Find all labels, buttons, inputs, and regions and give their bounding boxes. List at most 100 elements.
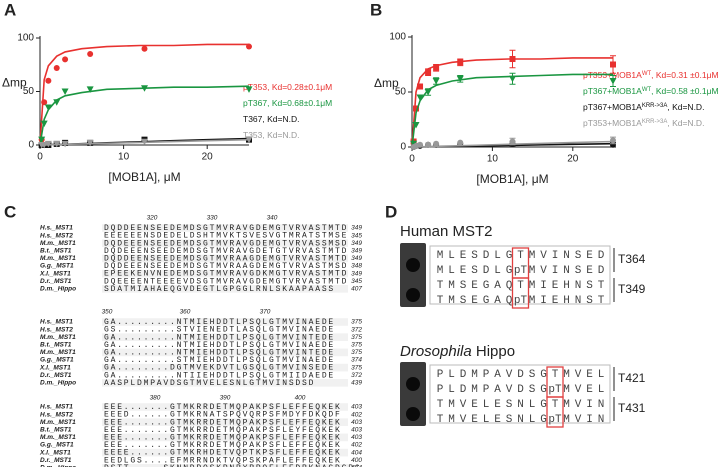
data-point: [410, 140, 418, 148]
blot-frame: [429, 364, 611, 424]
residue: G: [540, 414, 547, 426]
title-part: Drosophila: [400, 343, 472, 360]
residue: Q: [506, 280, 513, 292]
species-name: G.g._MST1: [40, 263, 74, 270]
species-name: D.r._MST1: [40, 278, 72, 285]
data-point: [141, 85, 148, 92]
legend-entry: pT353+MOB1AWT, Kd=0.31 ±0.1μM: [583, 70, 719, 80]
legend-text: pT367+MOB1A: [583, 102, 642, 112]
end-number: 345: [351, 232, 362, 239]
sequence: GA........DGTMVEKDVTLGSQLGTMVINSEDE: [104, 364, 335, 373]
blot: [400, 243, 426, 307]
x-tick-label: 20: [202, 152, 214, 163]
residue: T: [437, 399, 444, 411]
data-point: [412, 122, 420, 129]
residue: G: [483, 295, 490, 307]
residue: G: [483, 280, 490, 292]
legend-text: , Kd=N.D.: [667, 118, 704, 128]
data-point: [425, 69, 432, 76]
legend-text: pT367, Kd=0.68±0.1μM: [243, 98, 332, 108]
legend-entry: T367, Kd=N.D.: [243, 114, 299, 124]
x-axis-label: [MOB1A], μM: [476, 172, 548, 186]
residue: E: [471, 295, 478, 307]
sequence: GA.........NTMIEHDDTLPSQLGTMVINAEDE: [104, 341, 335, 350]
legend-entry: pT353+MOB1AKRR->3A, Kd=N.D.: [583, 118, 704, 128]
data-point: [457, 59, 464, 66]
row-band: [102, 285, 348, 293]
data-point: [609, 78, 617, 85]
species-name: D.r._MST1: [40, 457, 72, 464]
data-point: [433, 140, 440, 147]
blot: [400, 362, 426, 426]
residue: L: [448, 384, 455, 396]
residue: L: [448, 265, 455, 277]
end-number: 403: [351, 404, 362, 411]
end-number: 402: [351, 411, 362, 418]
row-band: [102, 318, 348, 326]
blot-spot: [406, 288, 420, 302]
residue: D: [517, 369, 524, 381]
residue: V: [540, 265, 547, 277]
x-tick-label: 0: [409, 154, 415, 165]
residue: T: [517, 280, 524, 292]
row-band: [102, 254, 348, 263]
residue: E: [471, 280, 478, 292]
residue: N: [575, 280, 582, 292]
data-point: [610, 137, 616, 144]
residue: A: [494, 295, 501, 307]
y-tick-label: 50: [395, 87, 407, 98]
end-number: 404: [351, 449, 362, 456]
data-point: [416, 94, 424, 101]
sequence: EEE.......GTMKRRDETMQPAKPSFLEFFEQKEK: [104, 418, 342, 427]
sequence: EEE.......GTMKRRDETMQPAKPSFLEFFEQKEK: [104, 403, 342, 412]
site-label: T364: [618, 252, 646, 266]
legend-text: pT353+MOB1A: [583, 118, 642, 128]
data-point: [413, 105, 420, 112]
position-number: 360: [180, 309, 191, 316]
residue: G: [540, 384, 547, 396]
data-point: [62, 56, 69, 63]
sequence: EEEE......GTMKRHDETVQPTKPSFLEFFEQKEK: [104, 449, 342, 458]
residue: V: [460, 399, 467, 411]
position-number: 320: [147, 215, 158, 222]
data-point: [509, 56, 516, 62]
species-name: M.m._MST1: [40, 349, 76, 356]
legend-text: KRR->3A: [642, 103, 668, 109]
residue: A: [494, 384, 501, 396]
residue: N: [598, 399, 605, 411]
title-part: Hippo: [472, 343, 515, 360]
residue: T: [437, 414, 444, 426]
data-point: [38, 136, 46, 144]
site-box: [511, 277, 530, 309]
residue: pT: [548, 384, 562, 396]
sequence: DQDEEENSEEDEMDSGTMVRAVGDETGTVRVASTMTD: [104, 247, 348, 256]
y-tick-label: 0: [28, 140, 34, 151]
residue: E: [460, 265, 467, 277]
end-number: 375: [351, 319, 362, 326]
sequence: DSTT.....SKNNDPQSKPNRYRPQFLEFDRKNAGDGRG: [104, 464, 361, 467]
sequence: GA.........NTMIEHDDTLPSQLGTMVINTEDE: [104, 349, 335, 358]
array-title: Drosophila Hippo: [400, 343, 515, 360]
residue: I: [540, 295, 547, 307]
species-name: M.m._MST1: [40, 255, 76, 262]
residue: M: [437, 265, 444, 277]
sequence: DQDEEENSEEDEMDSGTMVRAVGDEMGTVRVASSMSD: [104, 239, 348, 248]
data-point: [433, 64, 440, 71]
residue: M: [529, 250, 536, 262]
position-number: 340: [267, 215, 278, 222]
data-point: [417, 141, 424, 148]
data-point: [53, 64, 60, 71]
data-point: [509, 75, 516, 83]
sequence: EEED......GTMKRNATSPQVQRPSFMDYFDKQDF: [104, 411, 342, 420]
residue: M: [448, 399, 455, 411]
residue: A: [494, 280, 501, 292]
data-point: [456, 75, 464, 83]
residue: S: [460, 280, 467, 292]
residue: V: [575, 369, 582, 381]
position-number: 350: [102, 309, 113, 316]
residue: I: [552, 265, 559, 277]
site-box: [546, 396, 564, 428]
data-point: [246, 43, 252, 50]
end-number: 375: [351, 334, 362, 341]
